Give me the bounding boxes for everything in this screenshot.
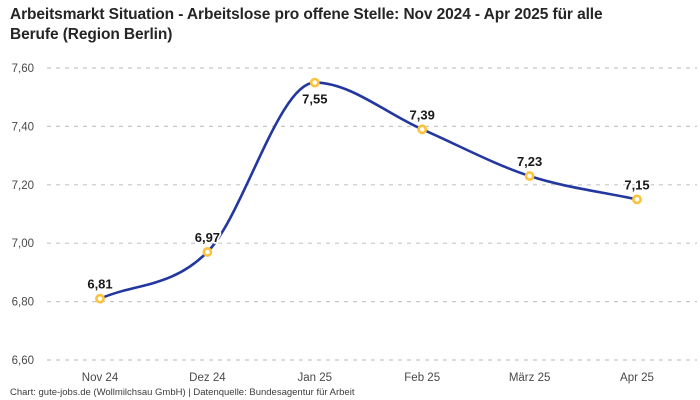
x-axis-tick-label: Feb 25: [404, 372, 440, 384]
value-label: 6,97: [195, 230, 220, 245]
y-axis-tick-label: 6,80: [12, 297, 34, 309]
data-point-marker[interactable]: [309, 77, 320, 88]
chart-title-line-1: Arbeitsmarkt Situation - Arbeitslose pro…: [10, 6, 603, 23]
y-axis-tick-label: 7,20: [12, 180, 34, 192]
x-axis-tick-label: Dez 24: [189, 372, 226, 384]
x-axis-tick-label: Apr 25: [620, 372, 654, 384]
y-axis-tick-label: 6,60: [12, 355, 34, 367]
data-point-marker[interactable]: [632, 194, 642, 205]
data-point-marker[interactable]: [417, 124, 428, 135]
value-label: 7,55: [302, 92, 327, 107]
chart-title: Arbeitsmarkt Situation - Arbeitslose pro…: [10, 5, 603, 45]
trend-line-path: [98, 81, 639, 300]
data-point-marker[interactable]: [202, 247, 213, 257]
y-axis-tick-label: 7,00: [12, 238, 34, 250]
x-axis-tick-label: Jan 25: [298, 372, 333, 384]
value-label: 7,23: [517, 154, 542, 169]
value-label: 7,39: [410, 107, 435, 122]
data-point-marker[interactable]: [524, 171, 535, 181]
x-axis-tick-label: Nov 24: [82, 372, 119, 384]
x-axis-tick-label: März 25: [509, 372, 551, 384]
data-point-marker[interactable]: [95, 293, 105, 304]
value-label: 7,15: [624, 177, 649, 192]
chart-footer: Chart: gute-jobs.de (Wollmilchsau GmbH) …: [10, 387, 355, 398]
value-label: 6,81: [87, 277, 112, 292]
y-axis-tick-label: 7,60: [12, 63, 34, 75]
y-axis-tick-label: 7,40: [12, 121, 34, 133]
chart-title-line-2: Berufe (Region Berlin): [10, 26, 173, 43]
